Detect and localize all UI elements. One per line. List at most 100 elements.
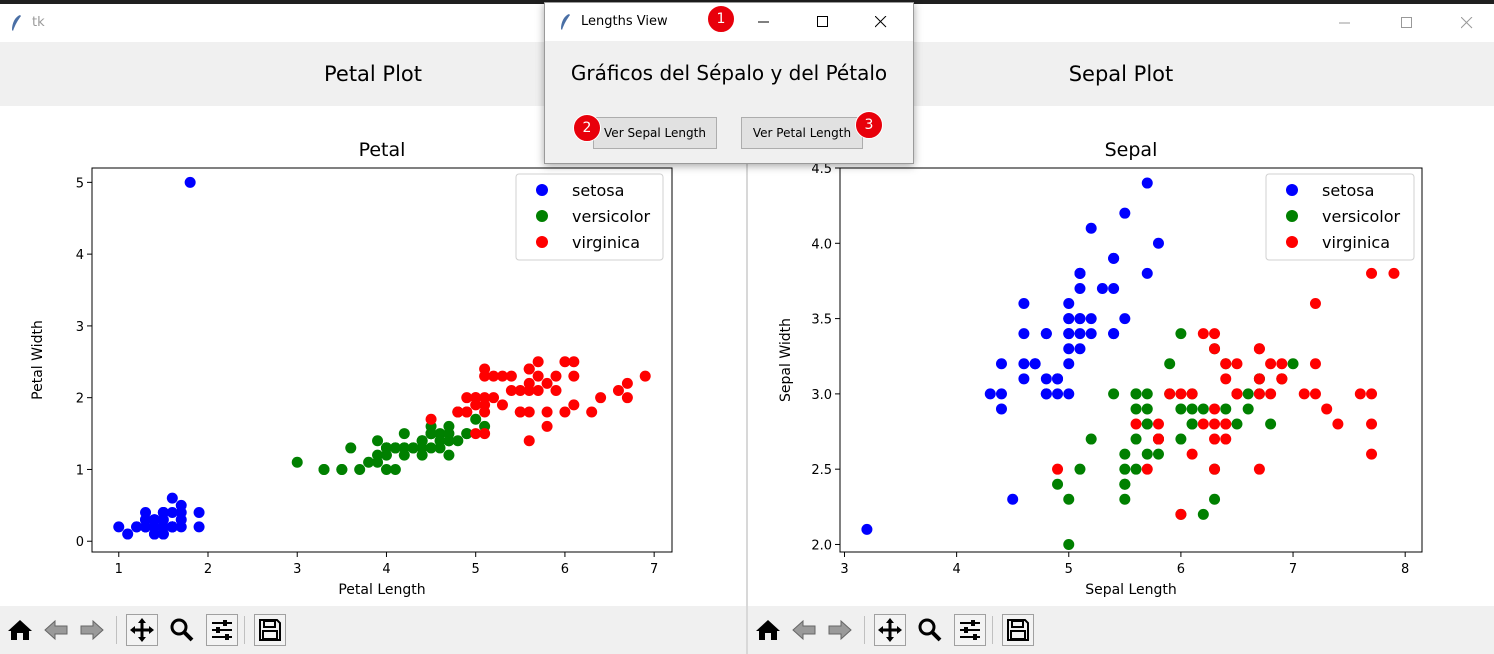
data-point-virginica [595, 392, 607, 404]
data-point-versicolor [1130, 403, 1142, 415]
forward-arrow-icon [80, 619, 104, 641]
plot-frame [839, 167, 1423, 553]
data-point-versicolor [1186, 418, 1198, 430]
data-point-virginica [1388, 267, 1400, 279]
tk-feather-icon [561, 14, 570, 30]
x-tick-label: 7 [1289, 562, 1297, 577]
close-button[interactable] [1444, 4, 1490, 42]
x-tick-label: 8 [1401, 562, 1409, 577]
save-figure-button[interactable] [1002, 614, 1034, 646]
move-icon [130, 618, 154, 642]
data-point-virginica [1209, 418, 1221, 430]
x-tick-label: 2 [204, 562, 212, 577]
data-point-setosa [1063, 328, 1075, 340]
toolbar-separator [864, 616, 865, 644]
home-button[interactable] [752, 614, 784, 646]
data-point-versicolor [1130, 433, 1142, 445]
data-point-virginica [1220, 373, 1232, 385]
maximize-button[interactable] [1384, 4, 1430, 42]
data-point-virginica [1354, 388, 1366, 400]
toolbar-separator [244, 616, 245, 644]
data-point-virginica [1276, 358, 1288, 370]
configure-subplots-button[interactable] [206, 614, 238, 646]
zoom-button[interactable] [914, 614, 946, 646]
data-point-virginica [505, 370, 517, 382]
data-point-virginica [568, 356, 580, 368]
data-point-setosa [1141, 267, 1153, 279]
data-point-virginica [1175, 388, 1187, 400]
dialog-minimize-button[interactable] [741, 3, 787, 41]
data-point-setosa [1108, 282, 1120, 294]
data-point-virginica [1220, 358, 1232, 370]
data-point-virginica [1366, 267, 1378, 279]
data-point-setosa [1119, 207, 1131, 219]
data-point-setosa [166, 507, 178, 519]
data-point-virginica [523, 377, 535, 389]
legend-label-setosa: setosa [1322, 181, 1374, 200]
data-point-virginica [488, 392, 500, 404]
data-point-versicolor [1119, 463, 1131, 475]
data-point-versicolor [461, 428, 473, 440]
data-point-setosa [140, 521, 152, 533]
back-button[interactable] [40, 614, 72, 646]
data-point-setosa [1074, 313, 1086, 325]
data-point-virginica [488, 370, 500, 382]
data-point-versicolor [1175, 403, 1187, 415]
x-tick-label: 5 [472, 562, 480, 577]
data-point-virginica [559, 356, 571, 368]
data-point-virginica [1309, 388, 1321, 400]
home-button[interactable] [4, 614, 36, 646]
data-point-virginica [550, 385, 562, 397]
data-point-versicolor [354, 463, 366, 475]
data-point-virginica [425, 413, 437, 425]
data-point-setosa [1074, 328, 1086, 340]
data-point-virginica [1209, 403, 1221, 415]
x-tick-label: 4 [952, 562, 960, 577]
data-point-virginica [1265, 388, 1277, 400]
data-point-setosa [1052, 388, 1064, 400]
pan-button[interactable] [126, 614, 158, 646]
data-point-versicolor [1152, 448, 1164, 460]
legend-label-versicolor: versicolor [572, 207, 650, 226]
data-point-virginica [1209, 463, 1221, 475]
minimize-button[interactable] [1322, 4, 1368, 42]
x-tick-label: 6 [1177, 562, 1185, 577]
ver-sepal-length-button[interactable]: Ver Sepal Length [593, 117, 717, 149]
x-tick-label: 4 [382, 562, 390, 577]
data-point-versicolor [398, 442, 410, 454]
data-point-virginica [568, 370, 580, 382]
zoom-button[interactable] [166, 614, 198, 646]
configure-subplots-button[interactable] [954, 614, 986, 646]
x-tick-label: 3 [293, 562, 301, 577]
magnifier-icon [170, 618, 194, 642]
legend-marker-virginica [1286, 236, 1298, 248]
forward-button[interactable] [76, 614, 108, 646]
legend-label-virginica: virginica [1322, 233, 1390, 252]
data-point-versicolor [443, 428, 455, 440]
data-point-setosa [1152, 237, 1164, 249]
dialog-maximize-button[interactable] [800, 3, 846, 41]
data-point-versicolor [380, 449, 392, 461]
data-point-virginica [479, 406, 491, 418]
data-point-versicolor [372, 435, 384, 447]
save-figure-button[interactable] [254, 614, 286, 646]
legend-box [1265, 173, 1415, 261]
forward-button[interactable] [824, 614, 856, 646]
ver-petal-length-button[interactable]: Ver Petal Length [741, 117, 863, 149]
data-point-setosa [1029, 358, 1041, 370]
dialog-close-button[interactable] [858, 3, 904, 41]
data-point-setosa [157, 521, 169, 533]
data-point-virginica [461, 406, 473, 418]
data-point-virginica [479, 428, 491, 440]
back-button[interactable] [788, 614, 820, 646]
data-point-virginica [1209, 343, 1221, 355]
data-point-virginica [1197, 328, 1209, 340]
close-icon [875, 16, 887, 28]
data-point-virginica [1309, 298, 1321, 310]
data-point-setosa [1085, 222, 1097, 234]
data-point-versicolor [345, 442, 357, 454]
data-point-versicolor [1242, 388, 1254, 400]
data-point-versicolor [1141, 403, 1153, 415]
pan-button[interactable] [874, 614, 906, 646]
data-point-virginica [1366, 448, 1378, 460]
